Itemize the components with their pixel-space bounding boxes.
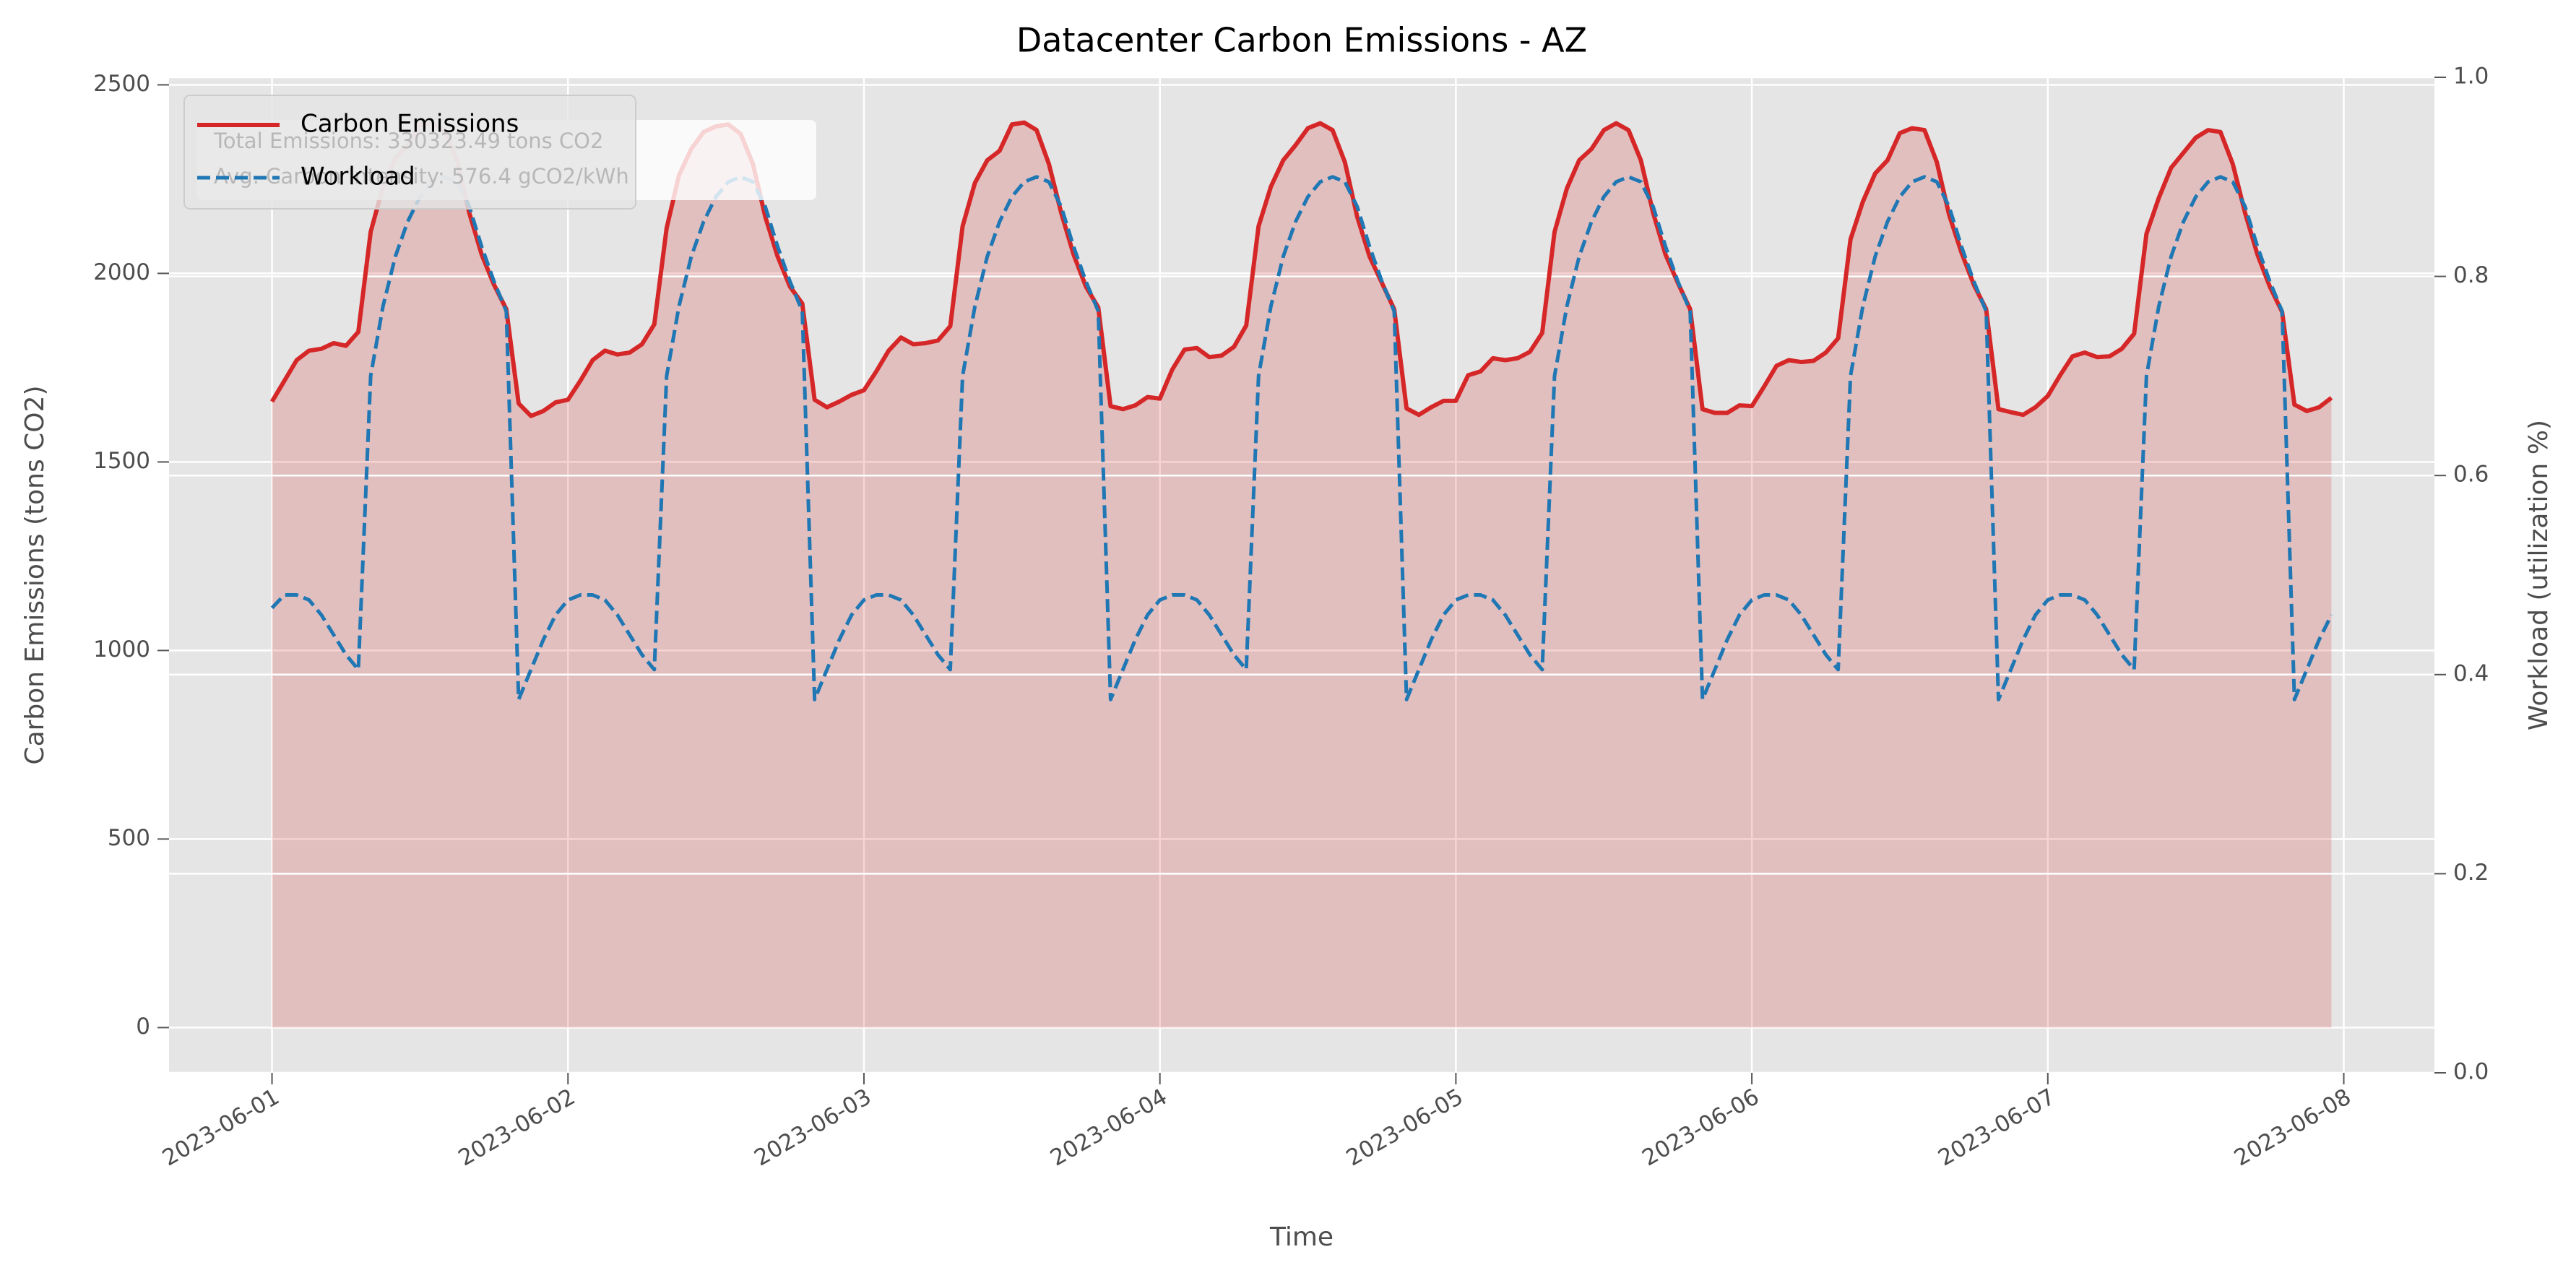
x-tick-label: 2023-06-04: [1046, 1084, 1172, 1171]
plot-area: [169, 77, 2434, 1073]
x-tick-label: 2023-06-03: [750, 1084, 876, 1171]
x-tick-label: 2023-06-07: [1934, 1084, 2059, 1171]
y2-axis-label: Workload (utilization %): [2524, 420, 2554, 730]
y-tick-label: 1500: [93, 448, 150, 474]
legend-label: Carbon Emissions: [301, 110, 519, 139]
y-tick-label: 2000: [93, 259, 150, 285]
y-axis-label: Carbon Emissions (tons CO2): [20, 385, 50, 764]
x-tick-label: 2023-06-02: [454, 1084, 579, 1171]
y2-tick-label: 0.6: [2453, 462, 2489, 488]
x-axis-label: Time: [1269, 1222, 1334, 1252]
fill-layer: [272, 122, 2332, 1028]
y2-tick-label: 0.0: [2453, 1059, 2489, 1085]
y2-tick-label: 0.4: [2453, 660, 2489, 686]
grid-secondary: [169, 76, 2434, 1074]
area: [272, 122, 2332, 1028]
y2-tick-label: 0.2: [2453, 860, 2489, 886]
line: [270, 175, 2333, 701]
line-layer: [269, 120, 2333, 701]
y2-tick-label: 1.0: [2453, 64, 2489, 90]
x-tick-label: 2023-06-01: [158, 1084, 284, 1171]
y-tick-label: 500: [108, 825, 150, 851]
legend-label: Workload: [301, 163, 415, 191]
grid: [169, 77, 2434, 1073]
y2-tick-label: 0.8: [2453, 262, 2489, 288]
y-tick-label: 1000: [93, 636, 150, 662]
legend-frame: [183, 95, 636, 210]
y-tick-label: 0: [136, 1014, 150, 1040]
x-tick-label: 2023-06-08: [2230, 1084, 2356, 1171]
legend: Carbon Emissions Workload: [183, 95, 636, 210]
x-tick-label: 2023-06-05: [1342, 1084, 1468, 1171]
y-tick-label: 2500: [93, 71, 150, 97]
chart-title: Datacenter Carbon Emissions - AZ: [1016, 21, 1587, 60]
x-tick-label: 2023-06-06: [1638, 1084, 1763, 1171]
